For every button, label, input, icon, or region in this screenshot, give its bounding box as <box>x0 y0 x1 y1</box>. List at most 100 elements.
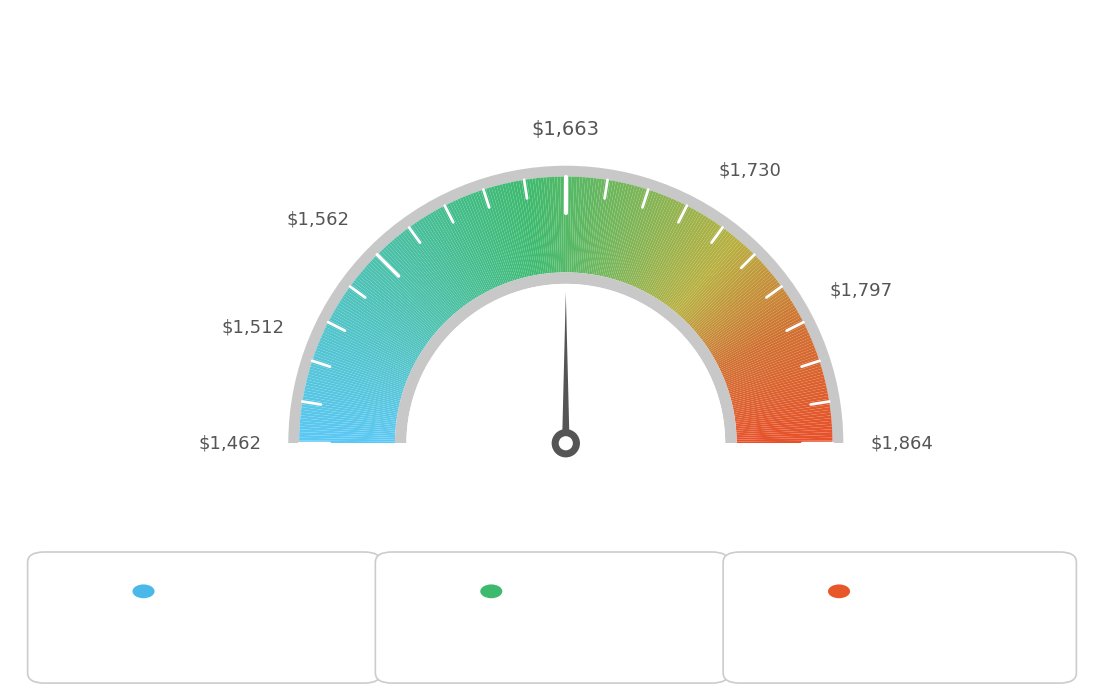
Wedge shape <box>603 183 627 277</box>
Wedge shape <box>300 413 396 426</box>
Wedge shape <box>700 277 776 339</box>
Wedge shape <box>625 193 661 284</box>
Wedge shape <box>378 253 446 322</box>
Wedge shape <box>349 286 427 344</box>
Wedge shape <box>301 404 396 420</box>
Wedge shape <box>669 231 730 308</box>
Wedge shape <box>305 385 399 408</box>
Wedge shape <box>707 293 788 348</box>
Wedge shape <box>350 284 428 343</box>
Wedge shape <box>406 228 466 306</box>
Wedge shape <box>302 402 397 418</box>
Wedge shape <box>687 255 756 324</box>
Wedge shape <box>423 217 476 299</box>
Wedge shape <box>301 407 396 422</box>
Wedge shape <box>724 342 814 380</box>
Wedge shape <box>300 421 395 431</box>
Wedge shape <box>437 208 485 293</box>
Wedge shape <box>733 388 827 409</box>
Wedge shape <box>637 201 679 288</box>
Wedge shape <box>447 203 491 290</box>
Wedge shape <box>648 210 697 295</box>
Wedge shape <box>709 298 790 352</box>
Wedge shape <box>312 358 404 391</box>
Wedge shape <box>364 267 437 332</box>
Wedge shape <box>736 435 832 440</box>
Wedge shape <box>318 342 407 380</box>
Wedge shape <box>712 305 795 356</box>
Wedge shape <box>723 340 813 379</box>
Wedge shape <box>711 303 794 355</box>
Wedge shape <box>308 374 401 401</box>
Wedge shape <box>606 184 633 278</box>
Wedge shape <box>435 210 484 295</box>
Wedge shape <box>734 396 829 415</box>
Wedge shape <box>338 303 421 355</box>
Wedge shape <box>353 279 431 340</box>
Wedge shape <box>355 277 432 339</box>
Wedge shape <box>524 179 541 275</box>
Wedge shape <box>410 226 467 305</box>
Wedge shape <box>594 180 613 275</box>
Wedge shape <box>644 206 689 292</box>
Wedge shape <box>697 271 772 335</box>
Wedge shape <box>724 345 815 382</box>
Wedge shape <box>346 291 425 347</box>
Wedge shape <box>368 263 440 329</box>
Wedge shape <box>615 188 646 280</box>
Wedge shape <box>678 241 742 315</box>
Wedge shape <box>718 319 804 366</box>
Wedge shape <box>489 187 518 279</box>
Wedge shape <box>343 293 425 348</box>
Wedge shape <box>622 191 656 282</box>
Wedge shape <box>543 177 553 273</box>
Wedge shape <box>560 177 564 273</box>
Wedge shape <box>728 358 819 391</box>
Wedge shape <box>659 219 713 301</box>
Wedge shape <box>465 195 503 285</box>
Wedge shape <box>635 199 677 288</box>
Wedge shape <box>703 284 782 343</box>
Wedge shape <box>736 432 832 438</box>
Wedge shape <box>567 177 572 273</box>
Wedge shape <box>730 366 821 395</box>
Wedge shape <box>645 207 692 293</box>
Wedge shape <box>684 250 753 321</box>
Wedge shape <box>352 282 429 342</box>
Text: ($1,663): ($1,663) <box>510 630 594 649</box>
Wedge shape <box>455 199 497 288</box>
Wedge shape <box>726 351 817 386</box>
Text: ($1,864): ($1,864) <box>858 630 942 649</box>
Wedge shape <box>655 215 707 298</box>
Wedge shape <box>612 186 640 279</box>
Wedge shape <box>722 335 810 375</box>
Wedge shape <box>339 300 422 353</box>
Wedge shape <box>596 181 616 275</box>
Wedge shape <box>602 182 624 277</box>
Wedge shape <box>718 322 805 367</box>
Wedge shape <box>672 234 734 310</box>
Wedge shape <box>681 247 749 319</box>
Wedge shape <box>331 315 416 362</box>
Wedge shape <box>570 177 574 273</box>
Wedge shape <box>332 313 417 361</box>
Wedge shape <box>733 391 828 411</box>
Wedge shape <box>306 382 400 406</box>
Wedge shape <box>357 275 433 337</box>
Wedge shape <box>299 440 395 443</box>
Wedge shape <box>580 177 591 273</box>
Wedge shape <box>513 181 534 276</box>
Wedge shape <box>538 178 550 273</box>
Wedge shape <box>406 284 725 443</box>
Wedge shape <box>299 432 395 438</box>
Circle shape <box>552 429 580 457</box>
Wedge shape <box>647 208 694 293</box>
Circle shape <box>559 436 573 451</box>
Text: Max Cost: Max Cost <box>859 582 959 601</box>
Wedge shape <box>605 184 629 277</box>
Wedge shape <box>530 179 544 274</box>
Wedge shape <box>735 415 831 427</box>
Wedge shape <box>337 305 420 356</box>
Wedge shape <box>710 300 793 353</box>
Wedge shape <box>299 435 395 440</box>
